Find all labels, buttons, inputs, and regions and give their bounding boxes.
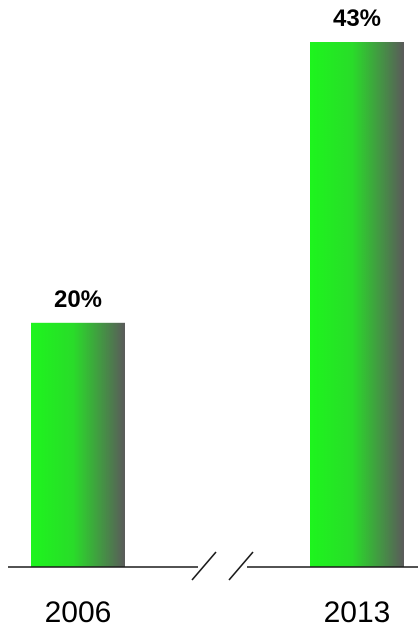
x-tick-labels-group: 2006 2013 (45, 596, 391, 627)
data-labels-group: 20% 43% (54, 5, 381, 313)
bar-2013 (310, 42, 404, 567)
axis-break-mark-right (228, 551, 254, 581)
axis-break-mark-left (191, 551, 217, 581)
x-tick-label-2006: 2006 (45, 596, 112, 627)
bar-2006 (31, 322, 125, 567)
data-label-2013: 43% (333, 5, 381, 32)
bars-group (31, 42, 404, 567)
data-label-2006: 20% (54, 286, 102, 313)
x-tick-label-2013: 2013 (324, 596, 391, 627)
